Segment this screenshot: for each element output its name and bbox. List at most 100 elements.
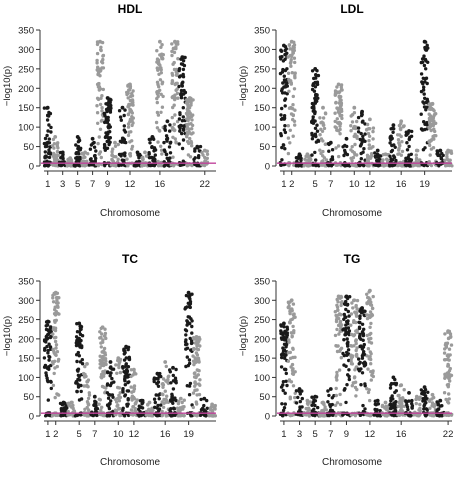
x-tick-label: 22 <box>199 179 210 190</box>
y-tick-label: 100 <box>254 373 270 384</box>
data-point <box>160 105 165 109</box>
data-point <box>289 81 293 85</box>
data-point <box>130 98 135 102</box>
data-point <box>311 413 315 417</box>
data-point <box>87 163 91 167</box>
data-point <box>350 301 354 305</box>
data-point <box>343 150 347 155</box>
y-tick-label: 150 <box>254 354 270 365</box>
data-point <box>132 164 136 168</box>
data-point <box>285 325 289 329</box>
data-point <box>150 145 154 150</box>
data-point <box>53 326 58 330</box>
peak-point <box>391 375 396 380</box>
data-point <box>78 338 83 343</box>
data-point <box>115 396 120 401</box>
data-point <box>129 109 133 113</box>
data-point <box>47 354 51 359</box>
data-point <box>310 133 314 137</box>
data-point <box>422 63 427 68</box>
data-point <box>394 389 398 393</box>
data-point <box>103 144 107 148</box>
data-point <box>425 121 429 125</box>
data-point <box>357 362 361 366</box>
peak-point <box>328 140 333 145</box>
data-point <box>74 380 79 384</box>
data-point <box>341 328 345 332</box>
data-point <box>205 156 209 160</box>
data-point <box>171 373 175 378</box>
data-point <box>349 148 353 152</box>
data-point <box>129 385 133 389</box>
x-tick-label: 10 <box>349 179 360 190</box>
data-point <box>341 145 345 149</box>
peak-point <box>344 294 349 299</box>
data-point <box>279 117 284 122</box>
data-point <box>313 150 317 155</box>
data-point <box>292 56 297 60</box>
data-point <box>100 118 104 123</box>
data-point <box>446 158 451 162</box>
peak-point <box>139 398 144 403</box>
data-point <box>323 405 327 409</box>
data-point <box>76 144 81 149</box>
data-point <box>115 371 119 375</box>
data-point <box>365 333 369 338</box>
data-point <box>78 342 82 346</box>
data-point <box>189 99 193 103</box>
data-point <box>52 371 56 376</box>
data-point <box>335 106 339 110</box>
data-point <box>430 404 434 408</box>
data-point <box>283 68 288 73</box>
data-point <box>390 136 394 141</box>
y-tick-label: 250 <box>254 64 270 75</box>
data-point <box>86 403 91 407</box>
data-point <box>349 129 353 133</box>
data-point <box>126 91 130 95</box>
data-point <box>190 292 194 296</box>
panel-tc: TC Chromosome −log10(p) 0 50 100 150 200 250 3… <box>2 252 217 468</box>
data-point <box>168 370 172 374</box>
data-point <box>306 402 310 406</box>
y-tick-label: 0 <box>265 412 270 423</box>
data-point <box>45 144 49 148</box>
data-point <box>52 156 57 161</box>
data-point <box>123 383 128 387</box>
data-point <box>170 81 174 86</box>
data-point <box>330 148 335 152</box>
data-point <box>286 151 291 156</box>
data-point <box>346 302 350 307</box>
data-point <box>421 76 425 81</box>
data-point <box>195 338 199 342</box>
data-point <box>355 298 360 303</box>
peak-point <box>178 396 183 401</box>
y-tick-label: 50 <box>23 142 34 153</box>
data-point <box>117 393 121 398</box>
x-tick-label: 7 <box>90 179 95 190</box>
data-point <box>171 387 176 391</box>
data-point <box>373 402 377 406</box>
data-point <box>177 399 181 403</box>
data-point <box>122 348 126 353</box>
data-point <box>52 336 57 340</box>
data-point <box>370 373 374 377</box>
peak-point <box>132 367 136 372</box>
data-point <box>291 313 296 317</box>
data-point <box>168 151 173 155</box>
data-point <box>163 389 167 393</box>
peak-point <box>77 321 82 326</box>
data-point <box>362 164 366 168</box>
data-point <box>283 98 287 102</box>
data-point <box>54 163 58 167</box>
data-point <box>342 338 346 342</box>
data-point <box>280 70 285 74</box>
data-point <box>368 350 372 354</box>
data-point <box>75 330 80 334</box>
y-tick-label: 50 <box>259 392 270 403</box>
data-point <box>338 348 343 352</box>
data-point <box>76 350 81 355</box>
data-point <box>366 347 371 351</box>
data-point <box>366 158 370 162</box>
data-point <box>101 53 106 58</box>
